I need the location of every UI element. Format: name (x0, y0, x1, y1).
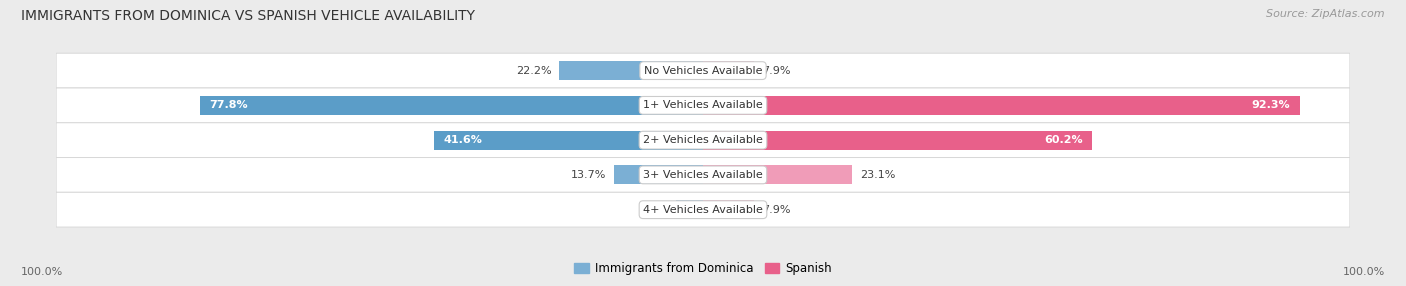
Bar (703, 131, 1092, 150)
Bar (703, 165, 852, 184)
FancyBboxPatch shape (56, 123, 1350, 158)
Bar (434, 131, 703, 150)
Bar (703, 96, 1301, 115)
FancyBboxPatch shape (56, 192, 1350, 227)
Text: 4+ Vehicles Available: 4+ Vehicles Available (643, 205, 763, 215)
Text: 60.2%: 60.2% (1045, 135, 1083, 145)
Text: 41.6%: 41.6% (444, 135, 482, 145)
Text: 7.9%: 7.9% (762, 205, 790, 215)
FancyBboxPatch shape (56, 158, 1350, 192)
Text: No Vehicles Available: No Vehicles Available (644, 65, 762, 76)
Bar (614, 165, 703, 184)
FancyBboxPatch shape (56, 88, 1350, 123)
Text: 1+ Vehicles Available: 1+ Vehicles Available (643, 100, 763, 110)
Text: 7.9%: 7.9% (762, 65, 790, 76)
Text: 100.0%: 100.0% (1343, 267, 1385, 277)
Text: 100.0%: 100.0% (21, 267, 63, 277)
Bar (560, 61, 703, 80)
Legend: Immigrants from Dominica, Spanish: Immigrants from Dominica, Spanish (569, 258, 837, 280)
Text: IMMIGRANTS FROM DOMINICA VS SPANISH VEHICLE AVAILABILITY: IMMIGRANTS FROM DOMINICA VS SPANISH VEHI… (21, 9, 475, 23)
Text: 13.7%: 13.7% (571, 170, 606, 180)
Text: 2+ Vehicles Available: 2+ Vehicles Available (643, 135, 763, 145)
Bar (703, 61, 754, 80)
Bar (676, 200, 703, 219)
Text: 4.2%: 4.2% (640, 205, 668, 215)
Text: 92.3%: 92.3% (1251, 100, 1291, 110)
Bar (703, 200, 754, 219)
Text: 22.2%: 22.2% (516, 65, 551, 76)
Text: Source: ZipAtlas.com: Source: ZipAtlas.com (1267, 9, 1385, 19)
Text: 77.8%: 77.8% (209, 100, 247, 110)
Text: 3+ Vehicles Available: 3+ Vehicles Available (643, 170, 763, 180)
Text: 23.1%: 23.1% (860, 170, 896, 180)
FancyBboxPatch shape (56, 53, 1350, 88)
Bar (200, 96, 703, 115)
